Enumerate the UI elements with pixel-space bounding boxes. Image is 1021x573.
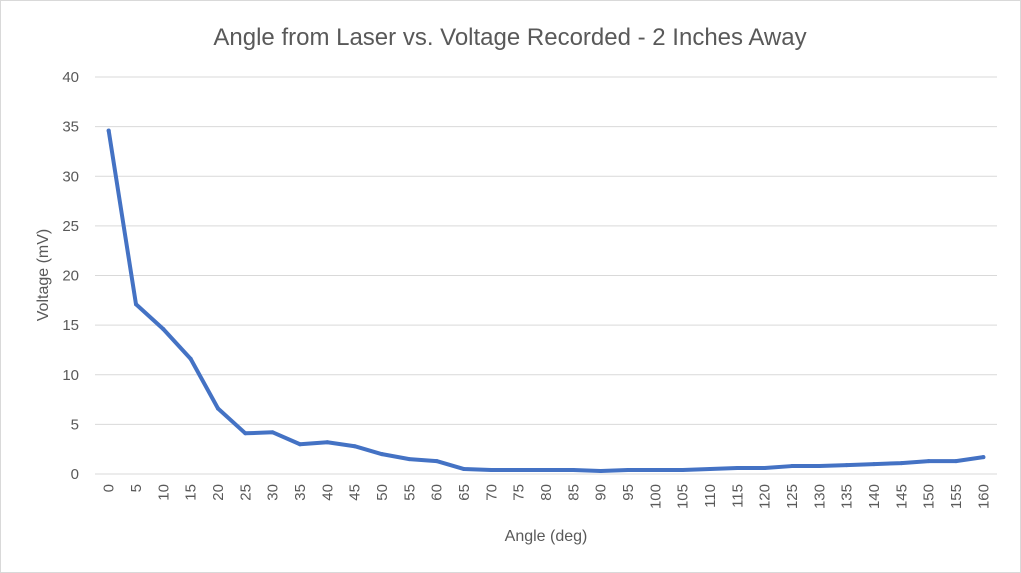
gridlines (95, 76, 997, 475)
x-tick-label: 80 (538, 484, 555, 501)
data-point (434, 459, 439, 464)
y-tick-label: 15 (62, 317, 79, 334)
y-tick-label: 20 (62, 268, 79, 285)
x-tick-label: 0 (101, 484, 118, 492)
x-tick-label: 110 (702, 484, 719, 508)
data-point (325, 440, 330, 445)
x-tick-label: 135 (839, 484, 856, 509)
data-point (708, 467, 712, 472)
data-point (516, 468, 521, 473)
x-tick-label: 55 (401, 484, 418, 501)
y-tick-label: 35 (62, 119, 79, 136)
x-axis-label: Angle (deg) (505, 528, 588, 545)
y-tick-label: 5 (71, 416, 79, 433)
x-tick-label: 75 (511, 484, 528, 501)
x-tick-label: 105 (675, 484, 692, 509)
data-point (872, 462, 876, 467)
series-layer (106, 128, 986, 474)
y-tick-labels: 0 5 10 15 20 25 30 35 40 (62, 69, 79, 483)
x-tick-label: 10 (155, 484, 172, 501)
x-tick-label: 120 (757, 484, 774, 509)
data-point (926, 459, 931, 464)
data-point (954, 459, 958, 464)
data-point (161, 327, 166, 332)
data-point (790, 464, 794, 469)
y-tick-label: 10 (62, 367, 79, 384)
data-point (380, 452, 384, 457)
y-tick-label: 0 (71, 466, 79, 483)
y-tick-label: 30 (62, 168, 79, 185)
data-point (134, 302, 138, 307)
data-point (188, 356, 193, 361)
data-point (106, 128, 111, 133)
x-tick-label: 140 (866, 484, 883, 509)
data-point (352, 444, 357, 449)
x-tick-label: 15 (183, 484, 200, 501)
x-tick-label: 155 (948, 484, 965, 509)
data-point (216, 406, 220, 411)
data-point (270, 430, 275, 435)
data-point (680, 468, 685, 473)
x-tick-label: 115 (729, 484, 746, 508)
x-tick-label: 60 (429, 484, 446, 501)
x-tick-label: 160 (975, 484, 992, 509)
x-tick-label: 40 (319, 484, 336, 501)
data-point (899, 461, 904, 466)
x-tick-label: 65 (456, 484, 473, 501)
data-point (489, 468, 494, 473)
x-tick-label: 145 (893, 484, 910, 509)
x-tick-label: 45 (347, 484, 364, 501)
data-point (817, 464, 822, 469)
x-tick-label: 50 (374, 484, 391, 501)
x-tick-label: 150 (921, 484, 938, 509)
x-tick-label: 70 (483, 484, 500, 501)
y-tick-label: 40 (62, 69, 79, 86)
y-tick-label: 25 (62, 218, 79, 235)
data-point (571, 468, 576, 473)
x-tick-label: 85 (565, 484, 582, 501)
data-point (653, 468, 658, 473)
x-tick-label: 125 (784, 484, 801, 509)
x-tick-label: 20 (210, 484, 227, 501)
data-point (735, 466, 740, 471)
x-tick-label: 100 (647, 484, 664, 509)
data-point (298, 442, 302, 447)
data-point (626, 468, 630, 473)
data-point (598, 469, 603, 474)
data-point (762, 466, 767, 471)
y-axis-label: Voltage (mV) (35, 229, 52, 321)
chart-title: Angle from Laser vs. Voltage Recorded - … (213, 24, 806, 51)
x-tick-label: 130 (811, 484, 828, 509)
data-point (981, 455, 986, 460)
data-point (462, 467, 466, 472)
data-point (407, 457, 412, 462)
x-tick-label: 5 (128, 484, 145, 492)
x-tick-label: 30 (265, 484, 282, 501)
x-tick-labels: 0 5 10 15 20 25 30 35 40 45 50 55 60 65 70 75 80 85 90 95 10… (101, 484, 993, 509)
x-tick-label: 25 (237, 484, 254, 501)
data-point (544, 468, 548, 473)
series-line (106, 128, 986, 474)
data-point (844, 463, 849, 468)
x-tick-label: 95 (620, 484, 637, 501)
x-tick-label: 35 (292, 484, 309, 501)
x-tick-label: 90 (593, 484, 610, 501)
data-point (243, 431, 248, 436)
